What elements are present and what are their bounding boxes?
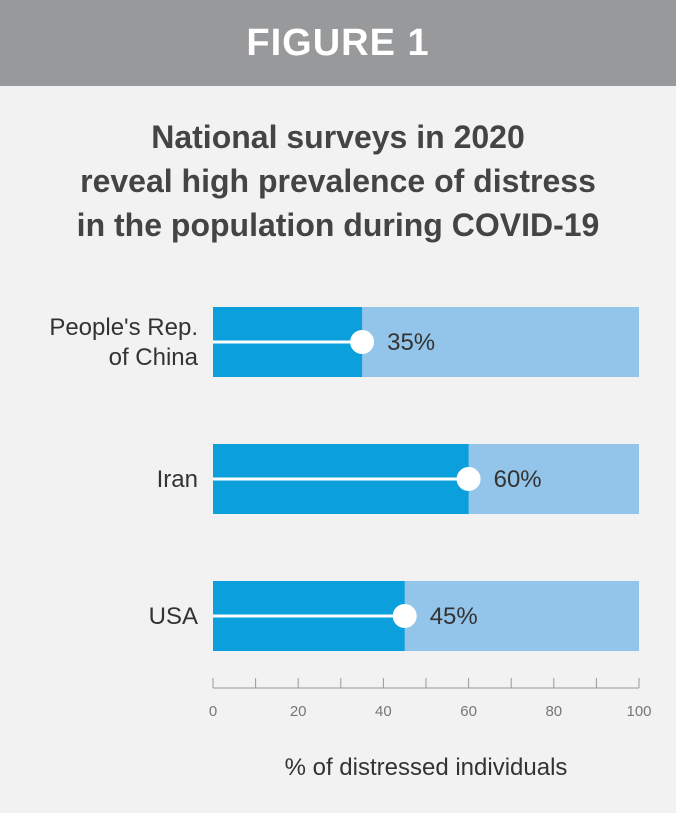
x-tick-label: 60	[460, 703, 477, 720]
category-label: Iran	[157, 466, 198, 493]
data-label: 35%	[387, 329, 435, 356]
bar-marker	[392, 604, 417, 628]
bar-marker	[350, 330, 375, 354]
category-label: of China	[109, 344, 199, 371]
x-tick-label: 80	[545, 703, 562, 720]
chart-title-line-2: reveal high prevalence of distress	[80, 163, 596, 199]
bar-group: 60% Iran	[157, 444, 639, 514]
category-label: USA	[149, 603, 198, 630]
figure-header: FIGURE 1	[0, 0, 676, 86]
chart-title: National surveys in 2020 reveal high pre…	[0, 115, 676, 247]
x-tick-label: 0	[209, 703, 217, 720]
figure-label: FIGURE 1	[246, 21, 430, 64]
category-label: People's Rep.	[49, 314, 198, 341]
bar-marker	[456, 467, 481, 491]
data-label: 60%	[494, 466, 542, 493]
data-label: 45%	[430, 603, 478, 630]
bar-group: 45% USA	[149, 581, 639, 651]
chart-title-line-1: National surveys in 2020	[151, 119, 525, 155]
x-tick-label: 20	[290, 703, 307, 720]
x-tick-label: 100	[626, 703, 651, 720]
chart-title-line-3: in the population during COVID-19	[76, 207, 600, 243]
bar-group: 35% People's Rep. of China	[49, 307, 639, 377]
x-axis-label: % of distressed individuals	[284, 754, 568, 781]
x-tick-label: 40	[375, 703, 392, 720]
